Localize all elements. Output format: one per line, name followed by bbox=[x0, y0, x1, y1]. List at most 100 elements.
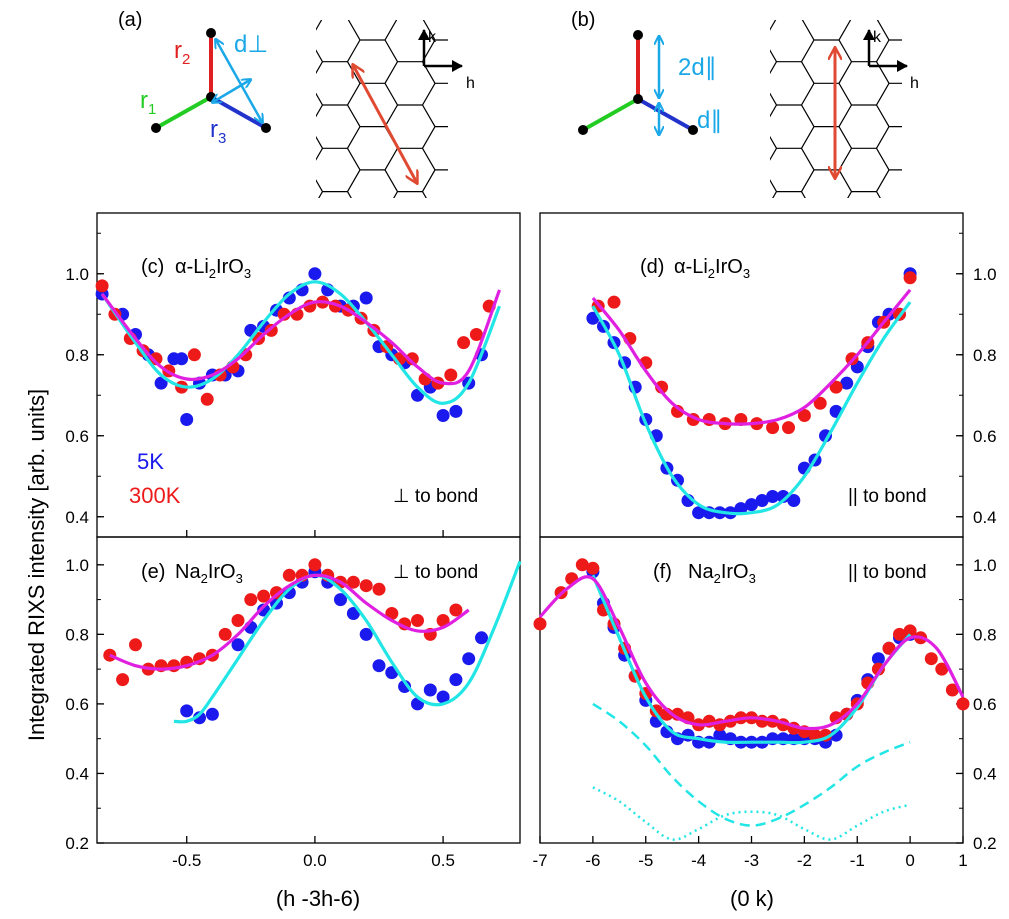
data-point-300k bbox=[956, 697, 970, 711]
legend-5k: 5K bbox=[137, 449, 164, 474]
y-tick-label: 0.6 bbox=[65, 427, 89, 446]
atom bbox=[151, 123, 161, 133]
panel-c-annotation: ⊥ to bond bbox=[393, 486, 478, 507]
fit-curve-5k bbox=[591, 574, 912, 745]
component-curve-dotted bbox=[592, 786, 911, 841]
plot-frame bbox=[96, 536, 521, 844]
data-point-300k bbox=[797, 409, 811, 422]
data-point-300k bbox=[808, 728, 822, 742]
data-point-5k bbox=[359, 291, 373, 305]
panel-e-compound: Na2IrO3 bbox=[175, 561, 243, 586]
data-point-300k bbox=[308, 558, 322, 572]
d-perp-arrow-2 bbox=[213, 80, 250, 102]
data-point-300k bbox=[903, 624, 917, 638]
data-point-300k bbox=[829, 380, 843, 394]
y-tick-label: 0.4 bbox=[973, 764, 997, 783]
y-tick-label: 0.4 bbox=[973, 508, 997, 527]
data-point-5k bbox=[692, 506, 706, 520]
data-point-300k bbox=[187, 348, 201, 362]
data-point-300k bbox=[766, 421, 780, 435]
data-point-5k bbox=[840, 376, 854, 390]
diagram-a-tag: (a) bbox=[118, 9, 142, 31]
fit-curve-300k bbox=[591, 288, 912, 426]
data-point-300k bbox=[671, 404, 684, 418]
honeycomb-lattice-a bbox=[316, 20, 448, 198]
atom bbox=[688, 125, 698, 135]
x-tick-label: 1 bbox=[958, 851, 967, 870]
panel-e-tag: (e) bbox=[141, 561, 165, 583]
data-point-300k bbox=[924, 652, 938, 666]
data-point-5k bbox=[398, 680, 412, 693]
data-point-300k bbox=[457, 336, 471, 350]
component-curve-dashed bbox=[592, 702, 911, 827]
atom bbox=[633, 30, 643, 40]
atom bbox=[633, 94, 643, 104]
data-point-300k bbox=[575, 558, 589, 572]
q-arrow-a bbox=[353, 65, 417, 183]
x-axis-label-left: (h -3h-6) bbox=[276, 886, 360, 911]
data-point-300k bbox=[893, 627, 906, 641]
data-point-300k bbox=[257, 589, 271, 603]
fit-curve-5k bbox=[591, 301, 912, 516]
data-point-300k bbox=[903, 271, 917, 285]
panel-d-compound: α-Li2IrO3 bbox=[674, 256, 750, 281]
data-point-300k bbox=[436, 614, 450, 627]
fit-curve-300k bbox=[538, 575, 965, 731]
panel-f-annotation: || to bond bbox=[848, 562, 927, 583]
data-point-5k bbox=[423, 683, 437, 697]
data-point-300k bbox=[277, 307, 291, 321]
d-par-2-label: 2d∥ bbox=[678, 54, 717, 81]
panel-c-tag: (c) bbox=[141, 256, 164, 278]
data-point-300k bbox=[149, 352, 163, 366]
x-tick-label: -7 bbox=[532, 851, 547, 870]
d-par-label: d∥ bbox=[697, 107, 722, 134]
data-point-5k bbox=[776, 490, 790, 503]
data-point-5k bbox=[449, 673, 463, 687]
y-tick-label: 0.2 bbox=[65, 834, 89, 853]
data-point-300k bbox=[129, 638, 142, 652]
data-point-300k bbox=[586, 561, 600, 575]
data-point-300k bbox=[405, 352, 419, 366]
y-tick-label: 0.6 bbox=[973, 427, 997, 446]
data-point-5k bbox=[359, 627, 373, 641]
panel-e: 0.2 0.4 0.6 0.8 1.0 -0.5 0.0 0.5 bbox=[65, 536, 522, 870]
y-tick-label: 0.8 bbox=[65, 625, 89, 644]
atom bbox=[578, 125, 588, 135]
d-perp-label: d⊥ bbox=[234, 31, 268, 58]
data-point-300k bbox=[372, 582, 386, 596]
data-point-300k bbox=[945, 683, 959, 697]
legend-300k: 300K bbox=[129, 483, 181, 508]
y-tick-label: 0.6 bbox=[973, 695, 997, 714]
y-tick-label: 1.0 bbox=[973, 265, 997, 284]
atom bbox=[206, 28, 216, 38]
r3-label: r3 bbox=[210, 116, 226, 147]
data-point-5k bbox=[193, 711, 206, 725]
panel-d-tag: (d) bbox=[640, 256, 664, 278]
data-point-5k bbox=[180, 413, 194, 426]
atom bbox=[261, 123, 271, 133]
y-tick-label: 1.0 bbox=[65, 265, 89, 284]
x-tick-label: -1 bbox=[850, 851, 865, 870]
data-point-5k bbox=[787, 494, 801, 507]
data-point-5k bbox=[205, 707, 219, 721]
data-point-300k bbox=[882, 641, 896, 655]
data-point-5k bbox=[745, 498, 758, 512]
data-point-5k bbox=[308, 267, 322, 281]
x-tick-label: 0.0 bbox=[303, 851, 327, 870]
fit-curve-5k bbox=[100, 280, 501, 405]
data-point-5k bbox=[231, 638, 245, 652]
r1-label: r1 bbox=[140, 87, 156, 118]
panel-f: 0.2 0.4 0.6 0.8 1.0 -7 -6 -5 -4 -3 -2 -1 0 1 bbox=[532, 536, 997, 870]
fit-curve-300k bbox=[109, 573, 470, 671]
x-axis-label-right: (0 k) bbox=[730, 886, 774, 911]
data-point-300k bbox=[533, 617, 547, 631]
y-tick-label: 0.2 bbox=[973, 834, 997, 853]
data-point-5k bbox=[175, 352, 189, 366]
panel-c-compound: α-Li2IrO3 bbox=[175, 256, 251, 281]
data-point-5k bbox=[475, 631, 488, 645]
data-point-5k bbox=[766, 490, 780, 503]
data-point-5k bbox=[436, 690, 450, 704]
data-point-300k bbox=[469, 328, 483, 341]
data-point-300k bbox=[244, 593, 258, 607]
